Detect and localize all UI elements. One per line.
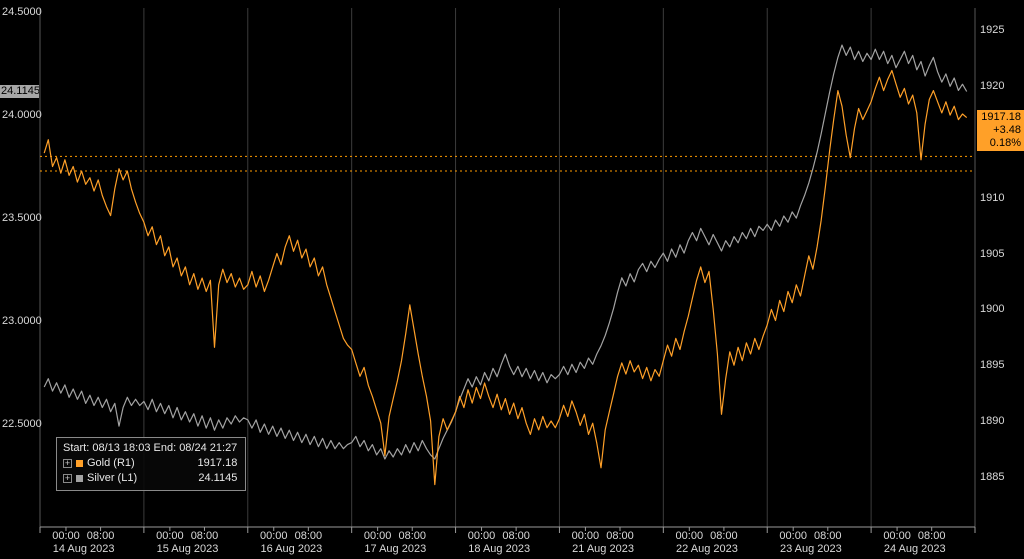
gold-last-price: 1917.18 bbox=[981, 110, 1021, 123]
silver-last-price-badge: 24.1145 bbox=[0, 84, 40, 98]
expand-icon bbox=[63, 474, 72, 483]
gold-last-price-badge: 1917.18 +3.48 0.18% bbox=[977, 109, 1024, 151]
silver-line bbox=[43, 44, 968, 460]
expand-icon bbox=[63, 459, 72, 468]
legend-date-range: Start: 08/13 18:03 End: 08/24 21:27 bbox=[63, 442, 238, 454]
legend-silver-value: 24.1145 bbox=[198, 472, 238, 484]
legend-series-silver[interactable]: Silver (L1) 24.1145 bbox=[63, 471, 237, 486]
legend-gold-value: 1917.18 bbox=[197, 457, 238, 469]
silver-swatch bbox=[76, 475, 83, 482]
gold-line bbox=[43, 69, 968, 486]
gold-price-change-pct: 0.18% bbox=[989, 136, 1021, 149]
legend-silver-label: Silver (L1) bbox=[87, 472, 138, 484]
gold-price-change: +3.48 bbox=[993, 123, 1021, 136]
gold-swatch bbox=[76, 460, 83, 467]
legend: Start: 08/13 18:03 End: 08/24 21:27 Gold… bbox=[56, 437, 247, 491]
legend-gold-label: Gold (R1) bbox=[87, 457, 135, 469]
legend-series-gold[interactable]: Gold (R1) 1917.18 bbox=[63, 456, 237, 471]
